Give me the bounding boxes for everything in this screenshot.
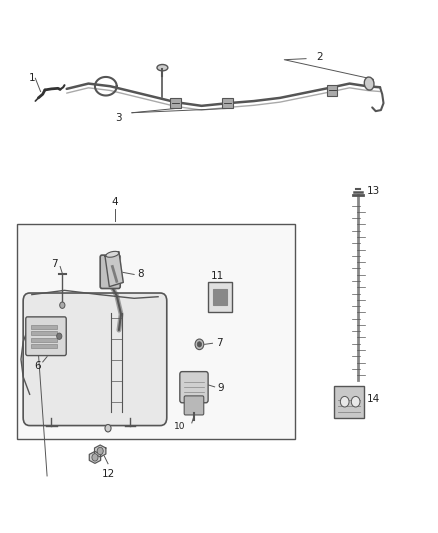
Bar (31, 331, 57, 335)
Text: 6: 6 (34, 361, 41, 370)
FancyBboxPatch shape (26, 317, 66, 356)
Text: 8: 8 (138, 270, 144, 279)
Circle shape (60, 302, 65, 309)
Circle shape (92, 454, 98, 461)
Polygon shape (89, 451, 101, 463)
Text: 4: 4 (111, 197, 118, 207)
Text: 7: 7 (51, 259, 58, 269)
Circle shape (97, 447, 103, 455)
FancyBboxPatch shape (184, 396, 204, 415)
Text: 10: 10 (174, 422, 186, 431)
Text: 14: 14 (367, 394, 380, 404)
Bar (213, 289, 227, 305)
FancyBboxPatch shape (100, 255, 120, 288)
Polygon shape (95, 445, 106, 457)
Circle shape (340, 397, 349, 407)
Bar (327, 85, 337, 96)
Circle shape (57, 333, 62, 340)
Text: 9: 9 (218, 383, 225, 393)
FancyBboxPatch shape (180, 372, 208, 403)
Circle shape (351, 397, 360, 407)
FancyBboxPatch shape (23, 293, 167, 425)
Circle shape (195, 339, 204, 350)
Text: 3: 3 (116, 113, 122, 123)
Bar (223, 98, 233, 109)
Text: 1: 1 (28, 73, 35, 83)
Ellipse shape (364, 77, 374, 90)
Ellipse shape (157, 64, 168, 71)
Text: 13: 13 (367, 185, 380, 196)
Bar (334, 386, 364, 418)
Bar (170, 98, 181, 109)
Text: 7: 7 (215, 338, 223, 348)
Text: 12: 12 (101, 470, 115, 479)
Bar (208, 282, 232, 312)
Ellipse shape (106, 252, 119, 257)
Text: 11: 11 (211, 271, 225, 281)
Text: 2: 2 (316, 52, 322, 62)
Bar (31, 337, 57, 342)
Bar (31, 325, 57, 329)
Polygon shape (105, 252, 123, 287)
Circle shape (197, 342, 201, 347)
Bar (17, 224, 295, 439)
Bar (31, 344, 57, 348)
Circle shape (105, 424, 111, 432)
